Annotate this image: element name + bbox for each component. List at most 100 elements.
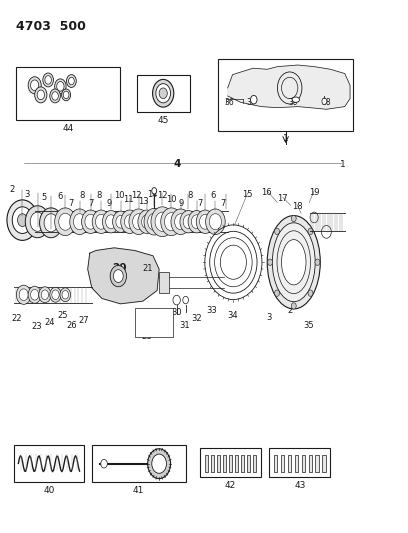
Circle shape	[275, 228, 279, 235]
Circle shape	[138, 210, 156, 233]
Circle shape	[63, 91, 69, 99]
Text: 7: 7	[88, 199, 93, 208]
Circle shape	[85, 214, 96, 229]
Ellipse shape	[282, 240, 306, 285]
Circle shape	[129, 209, 149, 235]
Text: 21: 21	[143, 264, 153, 272]
Text: 8: 8	[187, 191, 193, 200]
Circle shape	[16, 285, 31, 304]
Text: 2: 2	[10, 185, 15, 193]
Text: 35: 35	[304, 321, 314, 329]
Bar	[281, 455, 284, 472]
Circle shape	[153, 79, 174, 107]
Bar	[211, 455, 214, 472]
Circle shape	[7, 200, 38, 240]
Circle shape	[69, 77, 74, 85]
Circle shape	[196, 210, 214, 233]
Text: 11: 11	[123, 196, 134, 204]
Circle shape	[52, 92, 58, 100]
Text: 18: 18	[292, 203, 302, 211]
Text: 43: 43	[294, 481, 306, 490]
Bar	[92, 445, 186, 482]
Circle shape	[45, 76, 51, 84]
Text: 27: 27	[78, 317, 89, 325]
Bar	[16, 67, 120, 120]
Bar	[241, 455, 244, 472]
Circle shape	[55, 208, 76, 236]
Circle shape	[155, 212, 170, 231]
Bar	[322, 455, 326, 472]
Circle shape	[106, 215, 116, 229]
Text: 30: 30	[171, 309, 182, 317]
Text: 37: 37	[246, 98, 256, 107]
Circle shape	[315, 259, 320, 265]
Text: 4: 4	[174, 159, 181, 169]
Bar	[235, 455, 238, 472]
Circle shape	[308, 228, 313, 235]
Circle shape	[148, 213, 161, 230]
Circle shape	[144, 208, 164, 235]
Circle shape	[44, 214, 58, 232]
Circle shape	[322, 98, 327, 104]
Circle shape	[95, 214, 107, 229]
Circle shape	[19, 289, 28, 301]
Circle shape	[31, 80, 39, 91]
Bar	[135, 308, 173, 337]
Text: 4703  500: 4703 500	[16, 20, 86, 33]
Circle shape	[322, 225, 331, 238]
Bar	[205, 455, 208, 472]
Circle shape	[40, 208, 62, 238]
Text: 12: 12	[157, 191, 167, 200]
Circle shape	[73, 214, 86, 230]
Text: 15: 15	[242, 190, 253, 199]
Text: 9: 9	[107, 199, 112, 208]
Circle shape	[171, 209, 191, 235]
Text: 36: 36	[225, 99, 235, 107]
Bar	[223, 455, 226, 472]
Circle shape	[206, 209, 225, 235]
Circle shape	[116, 215, 126, 228]
Ellipse shape	[267, 215, 320, 309]
Circle shape	[12, 207, 33, 233]
Circle shape	[251, 95, 257, 104]
Circle shape	[50, 89, 60, 103]
Bar	[14, 445, 84, 482]
Circle shape	[28, 286, 41, 303]
Circle shape	[35, 87, 47, 103]
Circle shape	[164, 213, 178, 231]
Circle shape	[159, 88, 167, 99]
Text: 14: 14	[147, 190, 157, 199]
Ellipse shape	[272, 223, 315, 302]
Text: 45: 45	[157, 116, 169, 125]
Circle shape	[183, 215, 194, 229]
Circle shape	[41, 290, 49, 300]
Circle shape	[82, 210, 100, 233]
Text: 6: 6	[211, 191, 216, 200]
Circle shape	[173, 295, 180, 305]
Circle shape	[101, 459, 107, 468]
Text: 7: 7	[220, 199, 226, 208]
Circle shape	[102, 211, 120, 233]
Text: 25: 25	[57, 311, 68, 320]
Bar	[315, 455, 319, 472]
Text: 10: 10	[166, 196, 177, 204]
Circle shape	[161, 208, 182, 236]
Bar	[218, 59, 353, 131]
Circle shape	[70, 209, 89, 235]
Circle shape	[310, 212, 318, 223]
Polygon shape	[228, 65, 350, 109]
Text: 22: 22	[11, 314, 22, 323]
Text: 28: 28	[142, 333, 152, 341]
Text: 10: 10	[114, 191, 125, 200]
Polygon shape	[88, 248, 159, 304]
Circle shape	[31, 289, 39, 300]
Text: 42: 42	[225, 481, 236, 490]
Circle shape	[152, 454, 166, 473]
Circle shape	[57, 82, 64, 91]
Text: 3: 3	[266, 313, 272, 321]
Text: 20: 20	[112, 263, 127, 273]
Text: 44: 44	[62, 124, 74, 133]
Circle shape	[60, 288, 71, 302]
Ellipse shape	[292, 97, 299, 102]
Circle shape	[55, 79, 66, 94]
